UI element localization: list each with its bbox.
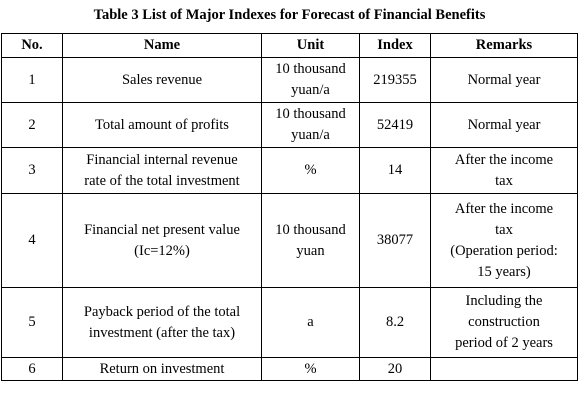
cell-name: Financial internal revenue rate of the t… xyxy=(62,147,262,194)
cell-name: Financial net present value (Ic=12%) xyxy=(62,193,262,288)
cell-name: Total amount of profits xyxy=(62,102,262,148)
cell-name-line: Payback period of the total xyxy=(83,303,241,320)
cell-index: 8.2 xyxy=(359,287,431,358)
cell-unit-line: yuan/a xyxy=(291,127,330,143)
cell-no: 4 xyxy=(1,193,63,288)
cell-remarks: After the income tax xyxy=(430,147,578,194)
table-row: 5 Payback period of the total investment… xyxy=(1,287,578,358)
cell-name: Sales revenue xyxy=(62,57,262,103)
cell-remarks-line: Including the xyxy=(465,293,543,309)
cell-index: 38077 xyxy=(359,193,431,288)
cell-remarks: Including the construction period of 2 y… xyxy=(430,287,578,358)
cell-no: 2 xyxy=(1,102,63,148)
cell-name-line: (Ic=12%) xyxy=(134,242,190,259)
cell-index: 14 xyxy=(359,147,431,194)
cell-remarks: After the income tax (Operation period: … xyxy=(430,193,578,288)
cell-unit-line: yuan xyxy=(296,242,325,259)
cell-name-line: Financial internal revenue xyxy=(86,151,238,168)
cell-name-line: Sales revenue xyxy=(121,71,203,88)
header-no: No. xyxy=(1,33,63,58)
cell-no: 6 xyxy=(1,357,63,381)
cell-remarks-line: After the income xyxy=(454,151,554,168)
table-row: 2 Total amount of profits 10 thousand yu… xyxy=(1,102,578,148)
cell-remarks-line: 15 years) xyxy=(477,263,531,280)
table-caption: Table 3 List of Major Indexes for Foreca… xyxy=(93,7,486,23)
cell-no: 1 xyxy=(1,57,63,103)
table-row: 3 Financial internal revenue rate of the… xyxy=(1,147,578,194)
cell-unit-line: 10 thousand xyxy=(275,221,346,238)
cell-name-line: Return on investment xyxy=(99,360,225,377)
cell-remarks-line: tax xyxy=(495,172,513,189)
cell-unit-line: % xyxy=(304,162,317,178)
cell-name-line: Financial net present value xyxy=(84,221,240,238)
cell-name-line: investment (after the tax) xyxy=(88,324,236,341)
cell-unit: 10 thousand yuan/a xyxy=(261,57,360,103)
financial-benefits-table: No. Name Unit Index Remarks 1 Sales reve… xyxy=(1,33,578,381)
table-row: 4 Financial net present value (Ic=12%) 1… xyxy=(1,193,578,288)
cell-name: Payback period of the total investment (… xyxy=(62,287,262,358)
table-row: 1 Sales revenue 10 thousand yuan/a 21935… xyxy=(1,57,578,103)
cell-unit: 10 thousand yuan/a xyxy=(261,102,360,148)
cell-unit: 10 thousand yuan xyxy=(261,193,360,288)
cell-remarks-line: Normal year xyxy=(467,116,541,133)
header-index: Index xyxy=(359,33,431,58)
header-unit: Unit xyxy=(261,33,360,58)
cell-unit: % xyxy=(261,357,360,381)
cell-name-line: rate of the total investment xyxy=(84,172,240,189)
cell-remarks-line: construction xyxy=(468,314,540,330)
cell-index: 20 xyxy=(359,357,431,381)
cell-remarks-line: (Operation period: xyxy=(450,242,558,259)
cell-unit: % xyxy=(261,147,360,194)
cell-remarks: Normal year xyxy=(430,102,578,148)
cell-unit-line: a xyxy=(307,314,314,330)
cell-unit: a xyxy=(261,287,360,358)
header-remarks: Remarks xyxy=(430,33,578,58)
cell-remarks-line: After the income xyxy=(454,200,554,217)
table-row: 6 Return on investment % 20 xyxy=(1,357,578,381)
cell-name: Return on investment xyxy=(62,357,262,381)
cell-name-line: Total amount of profits xyxy=(95,116,229,133)
cell-unit-line: yuan/a xyxy=(291,82,330,98)
header-row: No. Name Unit Index Remarks xyxy=(1,33,578,58)
cell-remarks-line: tax xyxy=(495,221,513,238)
cell-remarks-line: Normal year xyxy=(467,71,541,88)
cell-remarks-line: period of 2 years xyxy=(455,335,553,351)
cell-unit-line: 10 thousand xyxy=(275,106,346,122)
cell-index: 219355 xyxy=(359,57,431,103)
cell-no: 5 xyxy=(1,287,63,358)
cell-unit-line: 10 thousand xyxy=(275,61,346,77)
header-name: Name xyxy=(62,33,262,58)
cell-remarks: Normal year xyxy=(430,57,578,103)
cell-remarks xyxy=(430,357,578,381)
cell-index: 52419 xyxy=(359,102,431,148)
cell-unit-line: % xyxy=(304,360,317,377)
cell-no: 3 xyxy=(1,147,63,194)
